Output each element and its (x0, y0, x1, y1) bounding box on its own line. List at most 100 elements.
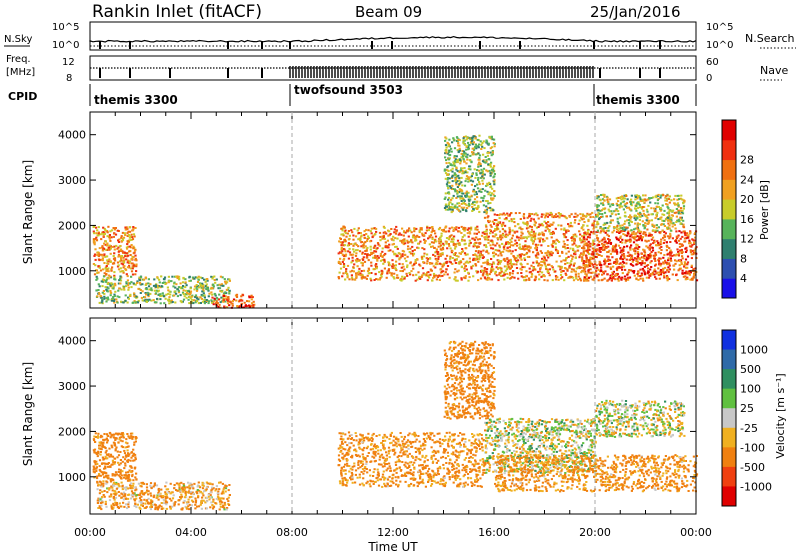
echo-cell (663, 234, 666, 237)
echo-cell (504, 224, 507, 227)
echo-cell (507, 214, 510, 217)
echo-cell (133, 459, 136, 462)
echo-cell (419, 264, 422, 267)
echo-cell (482, 167, 486, 170)
echo-cell (689, 278, 692, 281)
echo-cell (461, 208, 464, 211)
echo-cell (513, 257, 517, 260)
echo-cell (452, 229, 455, 231)
echo-cell (538, 239, 541, 242)
echo-cell (637, 194, 640, 197)
echo-cell (454, 252, 457, 254)
echo-cell (447, 198, 450, 201)
echo-cell (653, 224, 656, 227)
echo-cell (554, 246, 557, 249)
echo-cell (491, 231, 494, 234)
echo-cell (451, 167, 454, 170)
echo-cell (493, 195, 496, 197)
echo-cell (625, 239, 628, 242)
echo-cell (105, 288, 108, 291)
echo-cell (453, 164, 456, 167)
echo-cell (240, 302, 243, 305)
echo-cell (224, 300, 227, 303)
echo-cell (231, 302, 234, 305)
echo-cell (99, 436, 102, 439)
echo-cell (464, 169, 467, 172)
echo-cell (455, 197, 458, 199)
echo-cell (673, 202, 676, 205)
echo-cell (636, 227, 639, 230)
echo-cell (168, 300, 171, 302)
echo-cell (616, 269, 619, 272)
echo-cell (477, 178, 480, 181)
echo-cell (489, 165, 492, 168)
echo-cell (573, 242, 576, 245)
echo-cell (591, 243, 594, 246)
echo-cell (664, 266, 667, 269)
echo-cell (127, 254, 130, 257)
echo-cell (163, 302, 166, 305)
echo-cell (633, 257, 636, 260)
echo-cell (650, 260, 653, 263)
echo-cell (352, 266, 355, 269)
echo-cell (185, 284, 188, 287)
echo-cell (155, 301, 158, 304)
echo-cell (598, 248, 601, 251)
echo-cell (532, 261, 535, 264)
echo-cell (135, 263, 138, 266)
echo-cell (566, 239, 569, 242)
echo-cell (573, 262, 576, 265)
echo-cell (467, 261, 470, 264)
echo-cell (524, 245, 527, 248)
echo-cell (592, 253, 595, 256)
echo-cell (464, 135, 467, 138)
echo-cell (576, 214, 579, 217)
echo-cell (460, 202, 463, 205)
echo-cell (130, 466, 133, 469)
echo-cell (458, 177, 461, 180)
echo-cell (356, 249, 359, 252)
echo-cell (514, 239, 517, 242)
echo-cell (394, 232, 398, 235)
echo-cell (517, 277, 520, 280)
echo-cell (157, 285, 160, 287)
echo-cell (650, 254, 653, 257)
echo-cell (508, 226, 511, 229)
echo-cell (595, 215, 598, 218)
echo-cell (227, 286, 230, 289)
echo-cell (98, 266, 101, 269)
echo-cell (358, 250, 362, 253)
echo-cell (634, 218, 637, 221)
echo-cell (474, 264, 478, 267)
echo-cell (478, 241, 481, 244)
echo-cell (589, 242, 592, 245)
echo-cell (541, 260, 544, 263)
echo-cell (391, 267, 394, 269)
echo-cell (402, 234, 405, 237)
echo-cell (444, 225, 447, 228)
echo-cell (436, 260, 439, 263)
echo-cell (114, 233, 118, 236)
echo-cell (594, 271, 597, 274)
echo-cell (466, 156, 469, 159)
echo-cell (479, 164, 482, 167)
echo-cell (609, 215, 612, 218)
echo-cell (458, 209, 461, 212)
echo-cell (452, 162, 455, 165)
echo-cell (528, 250, 531, 253)
echo-cell (99, 481, 102, 484)
echo-cell (507, 259, 510, 262)
echo-cell (452, 238, 455, 241)
echo-cell (563, 233, 566, 236)
echo-cell (451, 237, 454, 240)
echo-cell (506, 272, 509, 275)
echo-cell (487, 151, 491, 154)
echo-cell (353, 263, 356, 266)
echo-cell (601, 198, 604, 201)
echo-cell (347, 250, 350, 253)
echo-cell (680, 245, 683, 247)
echo-cell (678, 242, 681, 245)
echo-cell (470, 160, 473, 163)
echo-cell (541, 231, 544, 234)
echo-cell (513, 230, 516, 233)
